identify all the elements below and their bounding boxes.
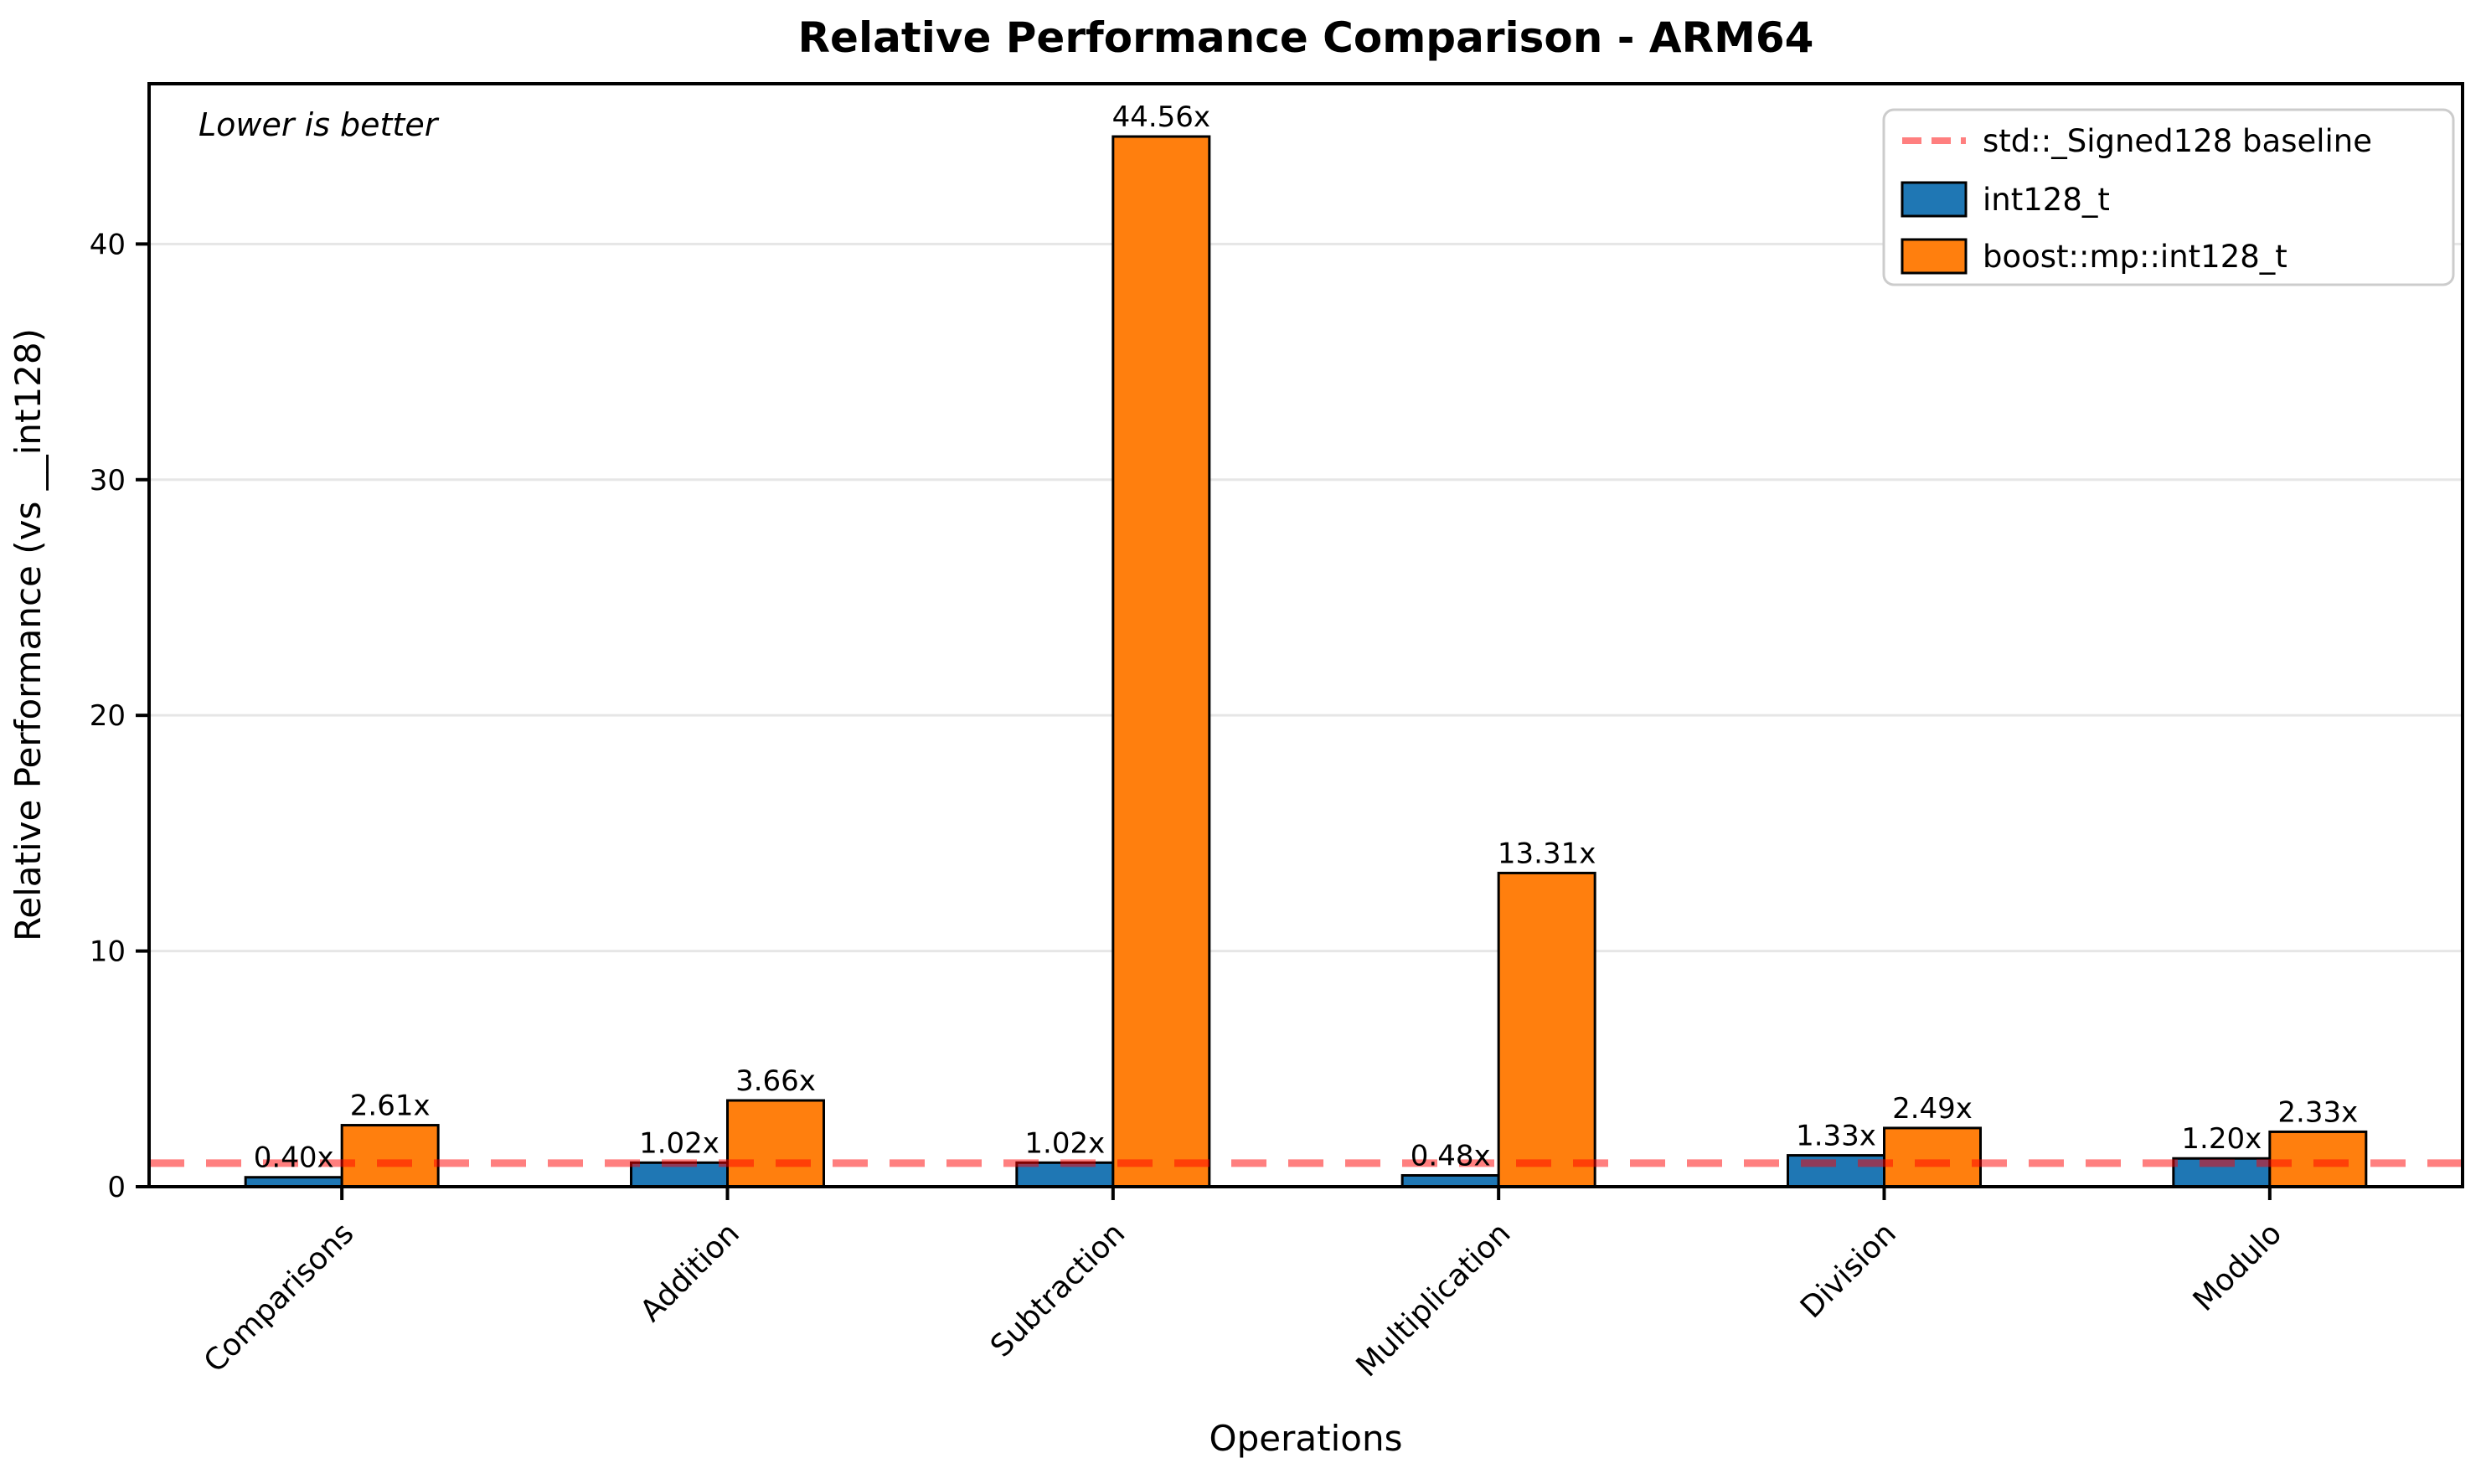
x-tick-label: Subtraction: [984, 1216, 1132, 1363]
lower-is-better-annotation: Lower is better: [199, 106, 440, 143]
bar-value-label: 44.56x: [1112, 100, 1210, 134]
y-tick-label: 10: [90, 935, 126, 969]
legend-box: [1882, 108, 2455, 286]
bar: [1400, 1173, 1500, 1188]
plot-frame: [147, 82, 2464, 1188]
bar-value-label: 1.33x: [1796, 1120, 1876, 1153]
y-tick-label: 0: [107, 1171, 126, 1204]
bar-value-label: 3.66x: [735, 1064, 816, 1098]
x-tick-label: Addition: [634, 1216, 746, 1328]
int128-swatch-icon: [1901, 181, 1968, 218]
bar-value-label: 0.40x: [254, 1141, 334, 1175]
bar-value-label: 2.61x: [350, 1090, 431, 1123]
bar-series: [244, 135, 2368, 1188]
chart-title: Relative Performance Comparison - ARM64: [798, 13, 1814, 62]
bar-value-label: 1.20x: [2181, 1122, 2262, 1156]
bar: [1883, 1126, 1982, 1188]
bar: [2268, 1130, 2368, 1188]
legend-label-baseline: std::_Signed128 baseline: [1983, 123, 2372, 159]
bar-value-label: 1.02x: [639, 1126, 719, 1160]
legend: std::_Signed128 baseline int128_t boost:…: [1882, 108, 2455, 286]
y-tick-label: 40: [90, 228, 126, 261]
x-tick-label: Comparisons: [198, 1216, 361, 1379]
bar-value-label: 2.33x: [2277, 1095, 2358, 1129]
legend-label-series2: boost::mp::int128_t: [1983, 239, 2287, 275]
gridlines: [149, 242, 2463, 953]
bar: [1497, 871, 1596, 1188]
x-tick-label: Modulo: [2187, 1216, 2288, 1317]
y-tick-label: 20: [90, 699, 126, 733]
x-tick-label: Division: [1794, 1216, 1903, 1325]
bar-value-labels: 0.40x 1.02x 1.02x 0.48x 1.33x 1.20x 2.61x 3.66x…: [254, 100, 2358, 1175]
bar: [726, 1099, 825, 1188]
bar: [1111, 135, 1211, 1188]
bar-value-label: 13.31x: [1498, 837, 1596, 870]
y-tick-label: 30: [90, 464, 126, 497]
legend-label-series1: int128_t: [1983, 182, 2110, 218]
bar-value-label: 1.02x: [1024, 1126, 1105, 1160]
bar-value-label: 0.48x: [1411, 1139, 1491, 1172]
boost-swatch-icon: [1901, 238, 1968, 275]
bar-value-label: 2.49x: [1892, 1092, 1973, 1126]
x-tick-label: Multiplication: [1350, 1216, 1518, 1384]
y-axis-label: Relative Performance (vs __int128): [8, 328, 49, 941]
bar: [340, 1124, 440, 1188]
x-axis-label: Operations: [1209, 1418, 1403, 1459]
